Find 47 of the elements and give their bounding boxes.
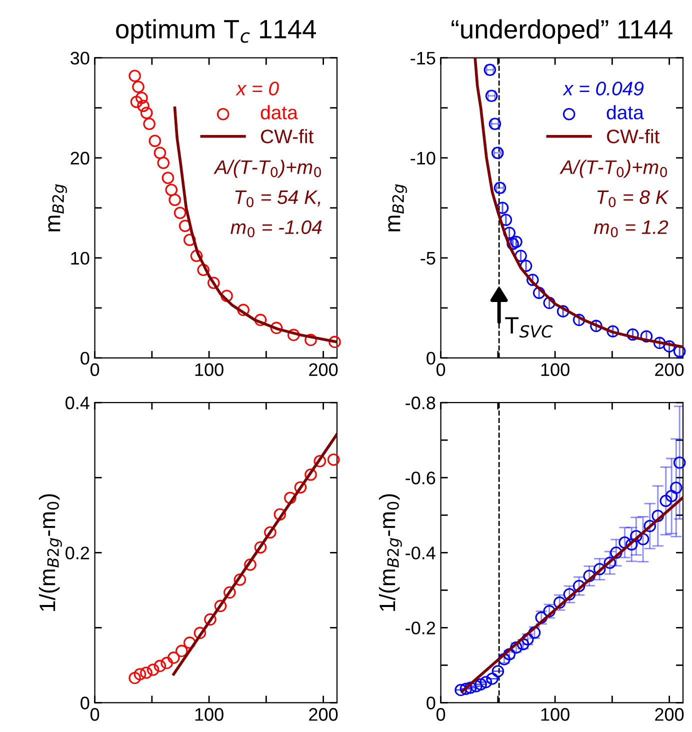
y-tick-label: -0.6 <box>406 472 436 484</box>
x-tick-label: 0 <box>90 363 100 376</box>
y-tick-label: 0 <box>426 696 436 710</box>
y-tick-label: 0 <box>426 352 436 365</box>
y-axis-title: m$_{B2g}$ <box>388 184 408 232</box>
y-axis-title: m$_{B2g}$ <box>48 184 68 232</box>
annotation: m$_{0}$ = -1.04 <box>230 220 322 238</box>
x-tick-label: 0 <box>90 708 100 721</box>
x-tick-label: 200 <box>309 708 338 721</box>
legend-label: CW-fit <box>607 129 660 144</box>
legend-label: CW-fit <box>261 129 314 144</box>
y-axis-title: 1/(m$_{B2g}$-m$_{0}$) <box>378 494 402 611</box>
y-tick-label: -5 <box>420 252 436 265</box>
x-tick-label: 200 <box>309 363 338 376</box>
y-tick-label: 0.4 <box>66 396 90 410</box>
annotation: m$_{0}$ = 1.2 <box>594 220 668 238</box>
y-tick-label: -0.4 <box>406 546 436 560</box>
chart-title: “underdoped” 1144 <box>452 19 672 44</box>
y-tick-label: -10 <box>410 152 436 165</box>
legend-title: x = 0 <box>236 82 279 96</box>
y-tick-label: -0.8 <box>406 396 436 410</box>
x-tick-label: 0 <box>436 363 446 376</box>
annotation: T$_{SVC}$ <box>505 317 553 338</box>
legend-label: data <box>260 105 298 120</box>
x-tick-label: 100 <box>195 363 224 376</box>
annotation: A/(T-T$_{0}$)+m$_{0}$ <box>214 160 321 178</box>
y-tick-label: 30 <box>70 52 90 65</box>
annotation: T$_{0}$ = 8 K <box>597 190 670 208</box>
y-axis-title: 1/(m$_{B2g}$-m$_{0}$) <box>38 494 62 611</box>
y-tick-label: -15 <box>410 52 436 65</box>
x-tick-label: 100 <box>541 708 570 721</box>
x-tick-label: 0 <box>436 708 446 721</box>
y-tick-label: 10 <box>71 252 90 265</box>
x-tick-label: 100 <box>195 708 224 721</box>
annotation: A/(T-T$_{0}$)+m$_{0}$ <box>560 160 667 178</box>
legend-label: data <box>606 105 644 120</box>
legend-title: x = 0.049 <box>562 82 644 96</box>
y-tick-label: -0.2 <box>406 622 436 634</box>
y-tick-label: 0 <box>80 352 90 365</box>
y-tick-label: 20 <box>70 152 90 165</box>
x-tick-label: 200 <box>655 708 684 721</box>
x-tick-label: 100 <box>541 363 570 376</box>
y-tick-label: 0 <box>80 696 90 710</box>
annotation: T$_{0}$ = 54 K, <box>235 190 320 208</box>
x-tick-label: 200 <box>655 363 684 376</box>
y-tick-label: 0.2 <box>66 546 90 560</box>
chart-title: optimum T$_{c}$ 1144 <box>116 19 316 44</box>
